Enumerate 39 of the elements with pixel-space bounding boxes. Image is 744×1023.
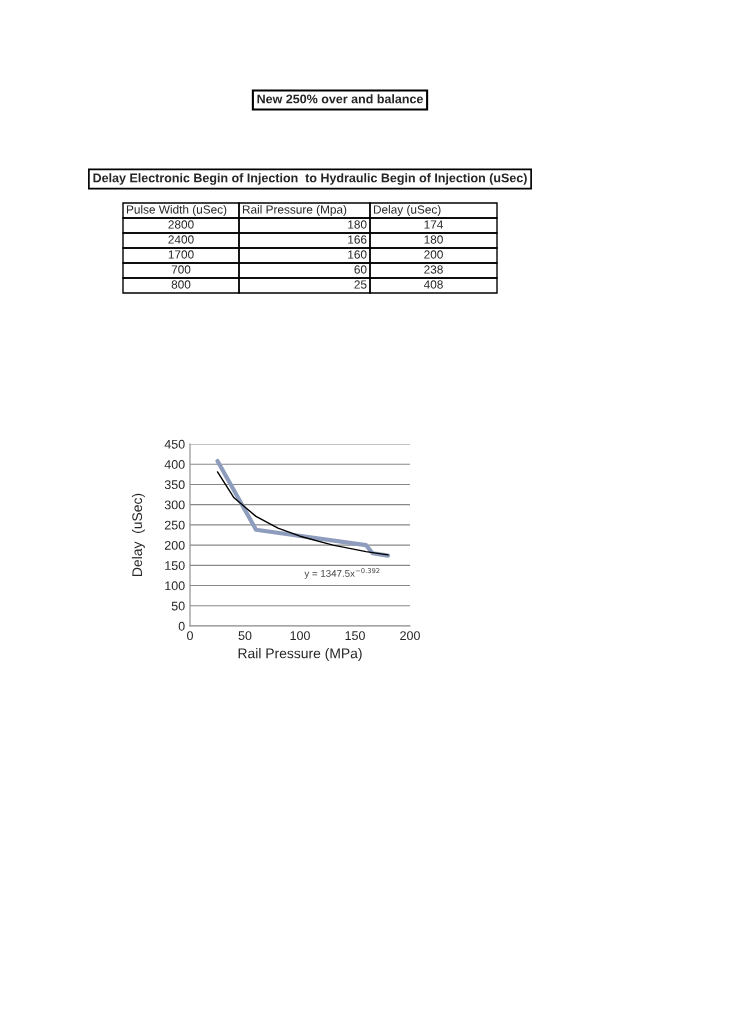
text: 408 (423, 280, 443, 289)
text: 180 (424, 235, 443, 244)
text: Delay Electronic Begin of Injection to Hydraulic Begin of Injection (uSec) (93, 173, 527, 185)
y-tick-label: 250 (164, 520, 185, 530)
x-axis-title: Rail Pressure (MPa) (238, 648, 362, 662)
x-tick-label: 0 (187, 631, 193, 641)
y-axis-title: Delay (uSec) (131, 493, 145, 576)
annotation: y = 1347.5x$^{−0.392}$ (304, 568, 380, 579)
text: 174 (424, 220, 443, 229)
text: Pulse Width (uSec) (126, 205, 227, 216)
text: 166 (348, 235, 367, 244)
text: 180 (348, 220, 367, 229)
text: 160 (348, 250, 367, 259)
y-tick-label: 200 (164, 540, 185, 550)
text: Rail Pressure (Mpa) (242, 205, 347, 216)
x-tick-label: 50 (238, 631, 252, 641)
x-tick-label: 150 (345, 631, 365, 641)
y-tick-label: 0 (178, 621, 185, 631)
line-series (216, 471, 389, 556)
y-tick-label: 450 (164, 439, 185, 449)
y-tick-label: 100 (165, 581, 185, 591)
text: 25 (354, 280, 367, 289)
text: New 250% over and balance (257, 94, 423, 104)
text: 800 (171, 280, 191, 289)
text: 238 (424, 265, 443, 274)
x-tick-label: 200 (400, 631, 420, 641)
y-tick-label: 50 (171, 601, 185, 611)
y-tick-label: 300 (164, 500, 185, 510)
y-tick-label: 350 (164, 480, 185, 490)
text: 200 (424, 250, 443, 259)
text: 60 (354, 265, 367, 274)
x-tick-label: 100 (290, 631, 310, 641)
text: 700 (171, 265, 191, 274)
text: 2800 (168, 220, 194, 229)
y-tick-label: 150 (165, 561, 185, 570)
y-tick-label: 400 (164, 460, 185, 469)
text: 2400 (168, 235, 194, 244)
text: Delay (uSec) (373, 205, 441, 216)
text: 1700 (168, 250, 194, 259)
